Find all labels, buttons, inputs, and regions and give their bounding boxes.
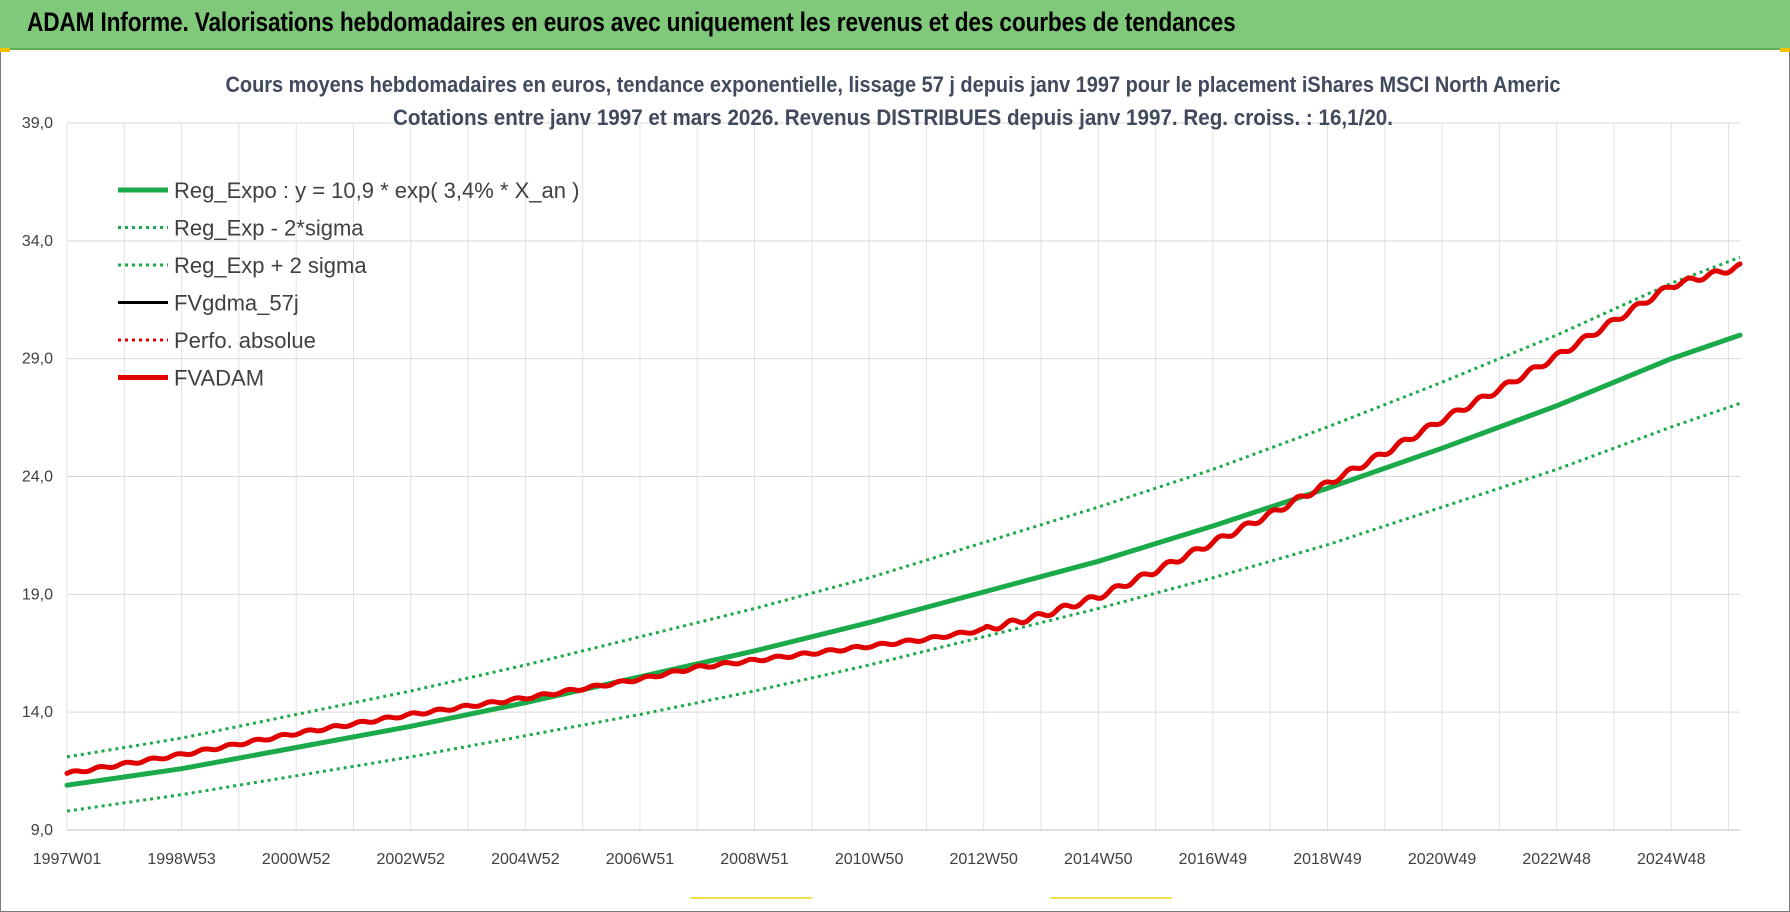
- y-tick-label: 34,0: [22, 233, 53, 250]
- axes: 9,0 14,0 19,0 24,0 29,0 34,0 39,0 1997W01 1998W5…: [22, 115, 1740, 868]
- x-tick-label: 2014W50: [1064, 851, 1133, 868]
- legend-label: Perfo. absolue: [174, 328, 316, 353]
- legend: Reg_Expo : y = 10,9 * exp( 3,4% * X_an )…: [118, 178, 579, 391]
- legend-label: FVgdma_57j: [174, 291, 299, 316]
- legend-label: Reg_Expo : y = 10,9 * exp( 3,4% * X_an ): [174, 178, 579, 203]
- x-tick-label: 1998W53: [147, 851, 216, 868]
- series-line-0: [64, 332, 1743, 788]
- y-tick-label: 24,0: [22, 469, 53, 486]
- legend-label: Reg_Exp + 2 sigma: [174, 253, 367, 278]
- y-tick-label: 14,0: [22, 704, 53, 721]
- x-tick-label: 2022W48: [1522, 851, 1591, 868]
- x-tick-label: 2018W49: [1293, 851, 1362, 868]
- banner-title: ADAM Informe. Valorisations hebdomadaire…: [27, 7, 1236, 37]
- series-line-5: [64, 261, 1743, 776]
- x-tick-label: 2012W50: [949, 851, 1018, 868]
- y-tick-label: 9,0: [31, 822, 53, 839]
- x-tick-label: 2008W51: [720, 851, 789, 868]
- series-line-1: [66, 401, 1741, 813]
- chart-title-background: [213, 60, 1563, 122]
- x-tick-label: 2004W52: [491, 851, 560, 868]
- x-tick-label: 2006W51: [606, 851, 675, 868]
- y-tick-label: 39,0: [22, 115, 53, 132]
- series-line-2: [66, 255, 1741, 759]
- x-tick-label: 2002W52: [377, 851, 446, 868]
- series-lines: [64, 255, 1743, 813]
- x-tick-label: 2000W52: [262, 851, 331, 868]
- x-tick-label: 1997W01: [33, 851, 102, 868]
- title-banner: ADAM Informe. Valorisations hebdomadaire…: [0, 0, 1790, 50]
- corner-marker: [1780, 48, 1790, 52]
- chart-title-line-2: Cotations entre janv 1997 et mars 2026. …: [393, 105, 1393, 130]
- grid-lines: [66, 122, 1740, 831]
- legend-label: FVADAM: [174, 366, 264, 391]
- corner-marker: [0, 48, 10, 52]
- y-tick-label: 19,0: [22, 586, 53, 603]
- chart-title-line-1: Cours moyens hebdomadaires en euros, ten…: [226, 72, 1561, 97]
- x-tick-label: 2010W50: [835, 851, 904, 868]
- x-tick-label: 2020W49: [1408, 851, 1477, 868]
- x-tick-label: 2016W49: [1179, 851, 1248, 868]
- x-tick-label: 2024W48: [1637, 851, 1706, 868]
- y-tick-label: 29,0: [22, 351, 53, 368]
- legend-label: Reg_Exp - 2*sigma: [174, 216, 364, 241]
